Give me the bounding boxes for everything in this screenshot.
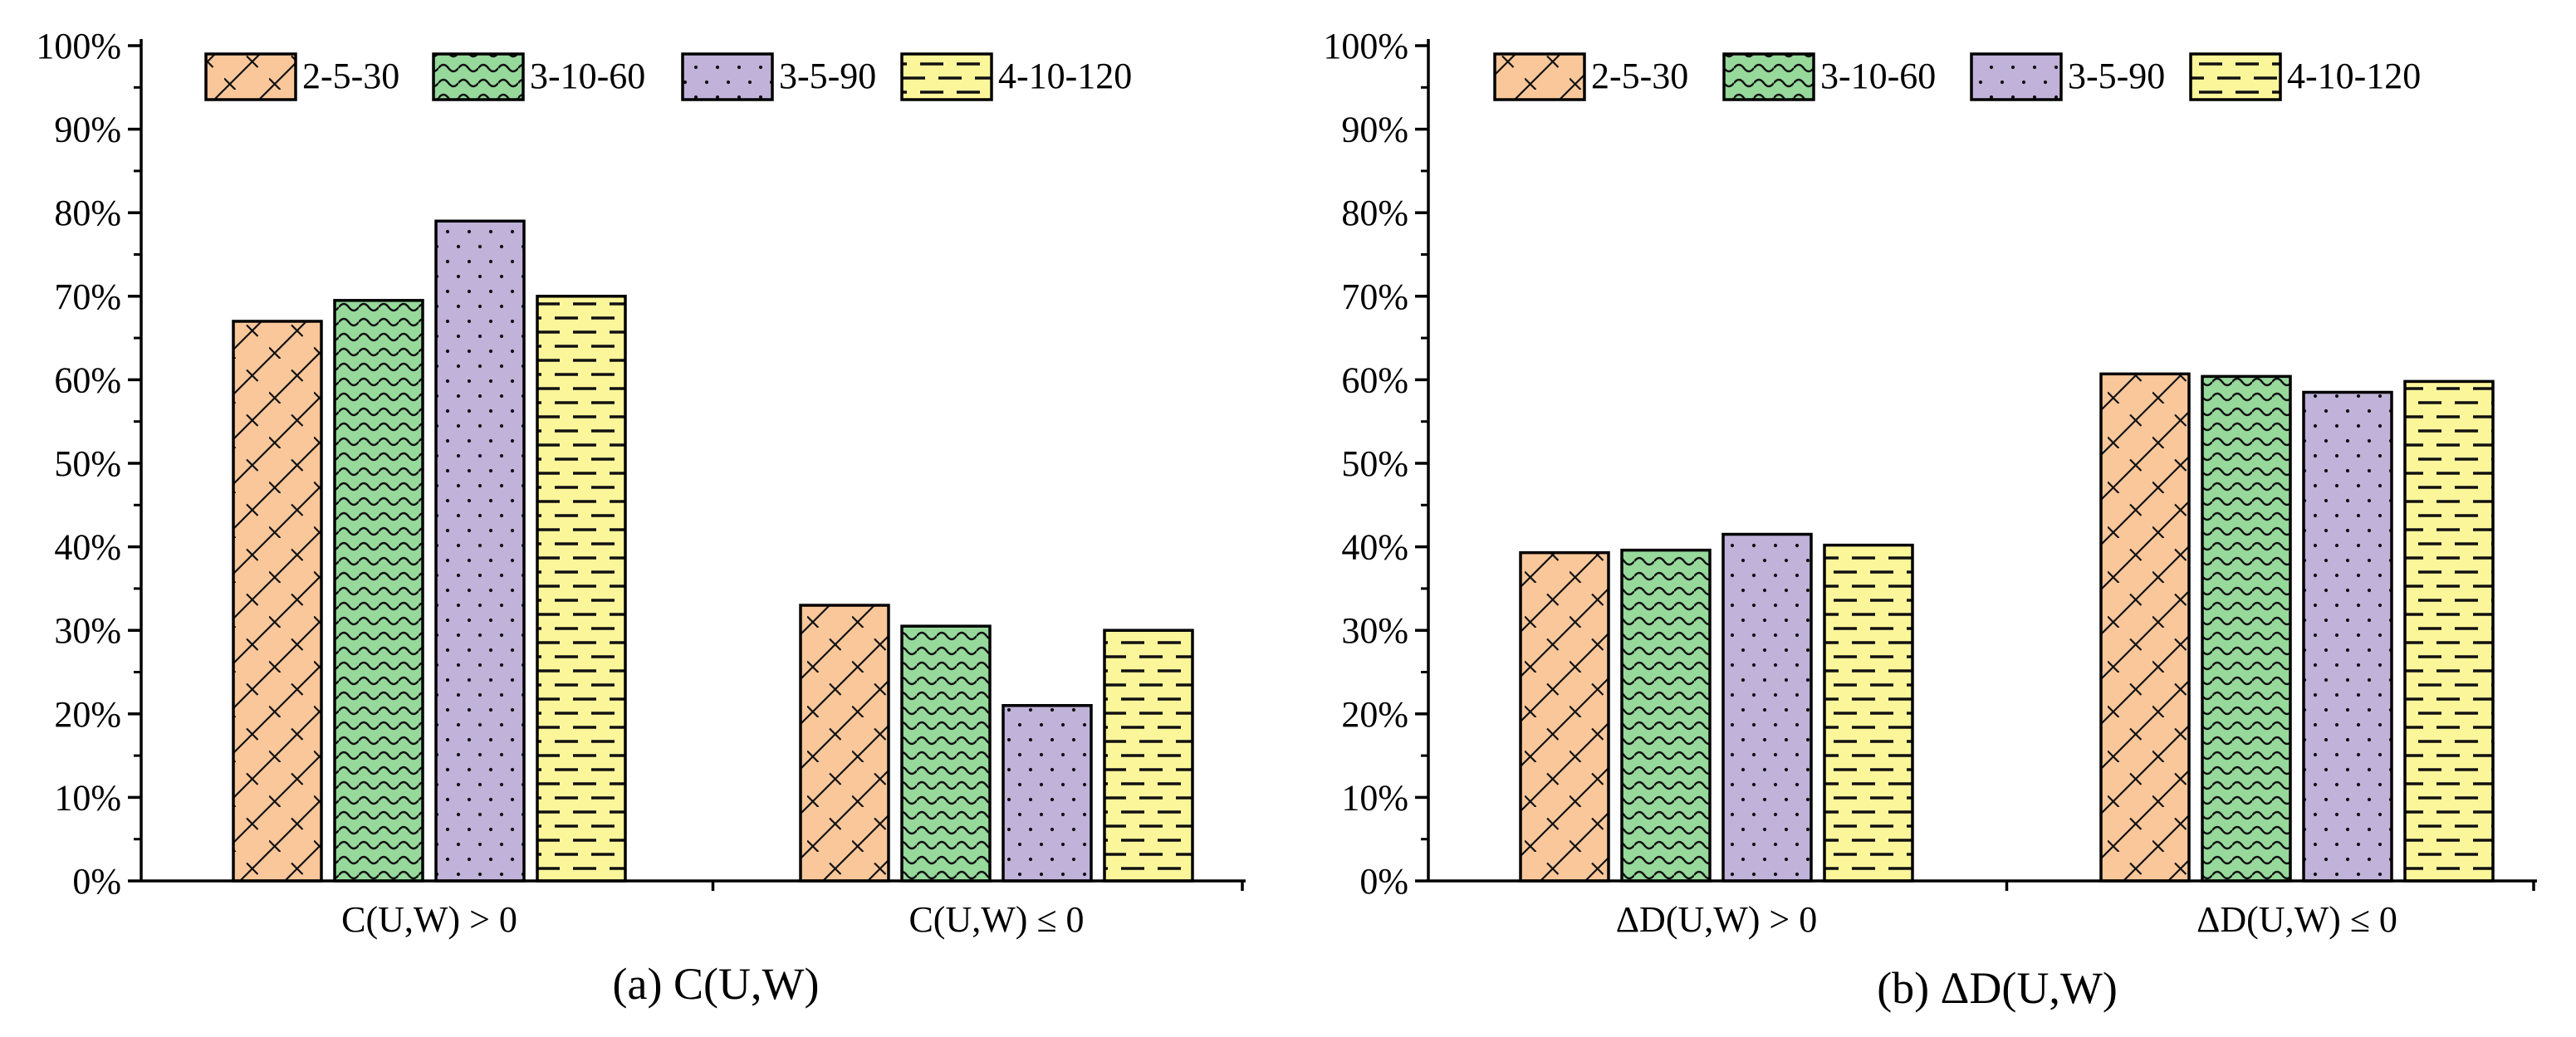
y-tick-label: 60% bbox=[1341, 360, 1408, 400]
bar-4-10-120-positive bbox=[536, 295, 627, 883]
bar-3-10-60-positive bbox=[333, 299, 424, 883]
bar-2-5-30-positive bbox=[1519, 550, 1610, 883]
legend-label: 4-10-120 bbox=[2287, 56, 2421, 96]
y-tick-label: 0% bbox=[1359, 861, 1408, 902]
bar-3-10-60-positive bbox=[1620, 548, 1712, 883]
legend-swatch bbox=[900, 52, 993, 101]
x-category-label: ΔD(U,W) > 0 bbox=[1616, 899, 1818, 940]
y-tick-label: 80% bbox=[1341, 193, 1408, 233]
y-tick-label: 40% bbox=[54, 527, 121, 568]
y-tick-label: 80% bbox=[54, 193, 121, 233]
y-tick-label: 100% bbox=[1323, 26, 1408, 66]
y-tick-label: 10% bbox=[54, 777, 121, 818]
y-tick-label: 70% bbox=[54, 276, 121, 317]
x-category-label: C(U,W) ≤ 0 bbox=[908, 899, 1084, 940]
y-tick-label: 20% bbox=[54, 694, 121, 735]
bar-4-10-120-positive bbox=[1823, 543, 1914, 883]
x-category-label: C(U,W) > 0 bbox=[341, 899, 517, 940]
legend-label: 2-5-30 bbox=[302, 56, 399, 96]
legend-swatch bbox=[432, 52, 525, 101]
legend-swatch bbox=[1722, 52, 1815, 101]
bar-3-10-60-nonpositive bbox=[900, 624, 992, 883]
bar-2-5-30-positive bbox=[232, 320, 323, 883]
legend-label: 4-10-120 bbox=[998, 56, 1132, 96]
panel-caption: (a) C(U,W) bbox=[613, 959, 820, 1009]
legend-swatch bbox=[1493, 52, 1586, 101]
bar-3-5-90-nonpositive bbox=[2302, 390, 2393, 883]
y-tick-label: 20% bbox=[1341, 694, 1408, 735]
bar-4-10-120-nonpositive bbox=[2403, 379, 2495, 883]
x-category-label: ΔD(U,W) ≤ 0 bbox=[2196, 899, 2397, 940]
y-tick-label: 0% bbox=[72, 861, 121, 902]
bar-3-5-90-nonpositive bbox=[1002, 703, 1093, 883]
legend-swatch bbox=[2189, 52, 2282, 101]
y-tick-label: 90% bbox=[1341, 110, 1408, 150]
bar-3-10-60-nonpositive bbox=[2201, 374, 2292, 883]
y-tick-label: 70% bbox=[1341, 276, 1408, 317]
legend-label: 2-5-30 bbox=[1591, 56, 1688, 96]
legend-swatch bbox=[204, 52, 297, 101]
bar-3-5-90-positive bbox=[434, 219, 526, 883]
y-tick-label: 40% bbox=[1341, 527, 1408, 568]
legend-label: 3-5-90 bbox=[779, 56, 876, 96]
y-tick-label: 30% bbox=[1341, 610, 1408, 651]
y-tick-label: 50% bbox=[54, 443, 121, 484]
bar-2-5-30-nonpositive bbox=[2099, 372, 2191, 883]
y-tick-label: 10% bbox=[1341, 777, 1408, 818]
chart-panel-1: 0% 10% 20% 30% 40% 50% 60% 70% 80% 90% 100% C(U,W) … bbox=[36, 26, 1246, 1009]
y-tick-label: 60% bbox=[54, 360, 121, 400]
y-tick-label: 50% bbox=[1341, 443, 1408, 484]
legend-swatch bbox=[681, 52, 774, 101]
legend: 2-5-30 3-10-60 3-5-90 4-10-120 bbox=[1493, 52, 2421, 101]
y-tick-label: 90% bbox=[54, 110, 121, 150]
bar-3-5-90-positive bbox=[1721, 532, 1813, 883]
y-tick-label: 100% bbox=[36, 26, 121, 66]
panel-caption: (b) ΔD(U,W) bbox=[1877, 963, 2118, 1013]
y-tick-label: 30% bbox=[54, 610, 121, 651]
legend-label: 3-5-90 bbox=[2068, 56, 2165, 96]
bar-2-5-30-nonpositive bbox=[799, 604, 890, 883]
legend-label: 3-10-60 bbox=[1820, 56, 1936, 96]
bar-4-10-120-nonpositive bbox=[1103, 629, 1194, 883]
legend-swatch bbox=[1970, 52, 2063, 101]
chart-panel-2: 0% 10% 20% 30% 40% 50% 60% 70% 80% 90% 100% ΔD(U,W)… bbox=[1323, 26, 2537, 1013]
legend-label: 3-10-60 bbox=[530, 56, 645, 96]
legend: 2-5-30 3-10-60 3-5-90 4-10-120 bbox=[204, 52, 1132, 101]
